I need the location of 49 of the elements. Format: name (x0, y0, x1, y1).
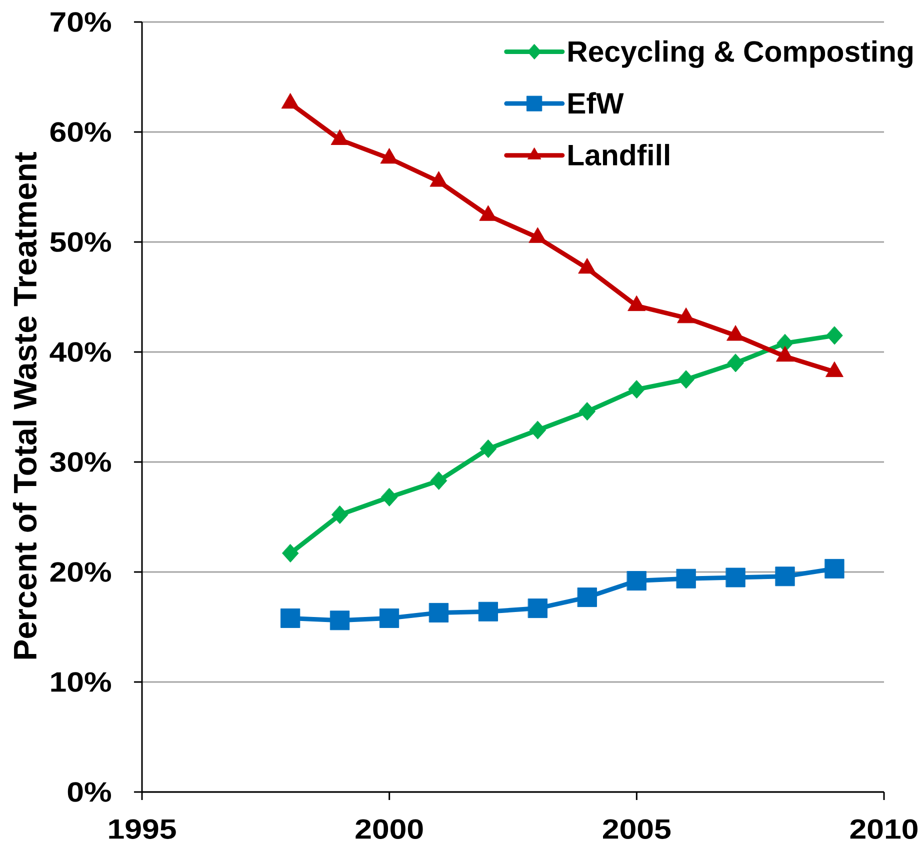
point (429, 602, 449, 622)
point (676, 568, 696, 588)
point (528, 598, 548, 618)
point (330, 129, 349, 145)
y-tick-label: 70% (50, 12, 111, 32)
point (430, 171, 448, 187)
point (380, 488, 398, 506)
point (281, 93, 300, 109)
point (529, 420, 546, 440)
point (578, 258, 596, 274)
x-tick-label: 2010 (850, 819, 918, 839)
point (775, 566, 795, 586)
y-tick-label: 20% (50, 562, 111, 582)
point (380, 608, 400, 628)
point (578, 402, 596, 421)
point (726, 568, 746, 588)
point (776, 346, 794, 362)
legend-label: Landfill (568, 144, 670, 166)
y-tick-label: 10% (51, 672, 111, 692)
point (628, 296, 646, 312)
y-tick-label: 40% (50, 342, 111, 362)
y-tick-label: 30% (50, 452, 111, 472)
point (626, 571, 646, 591)
y-tick-label: 0% (68, 782, 111, 802)
point (826, 326, 843, 345)
point (480, 440, 497, 458)
x-tick-label: 1995 (109, 819, 176, 839)
point (727, 354, 744, 372)
point (280, 608, 300, 628)
point (478, 602, 498, 622)
point (332, 506, 348, 524)
point (726, 325, 745, 341)
y-axis-title: Percent of Total Waste Treatment (12, 152, 37, 659)
point (677, 308, 696, 324)
point (678, 370, 694, 389)
y-tick-label: 50% (50, 232, 111, 252)
x-tick-label: 2005 (603, 819, 671, 839)
point (824, 558, 844, 578)
legend-label: EfW (568, 92, 624, 114)
point (430, 471, 448, 490)
point (577, 588, 597, 608)
point (628, 380, 646, 399)
x-tick-label: 2000 (356, 819, 423, 839)
legend-label: Recycling & Composting (568, 40, 912, 68)
point (282, 544, 299, 563)
point (330, 610, 350, 630)
point (528, 227, 547, 243)
point (826, 362, 844, 378)
y-tick-label: 60% (50, 122, 111, 142)
